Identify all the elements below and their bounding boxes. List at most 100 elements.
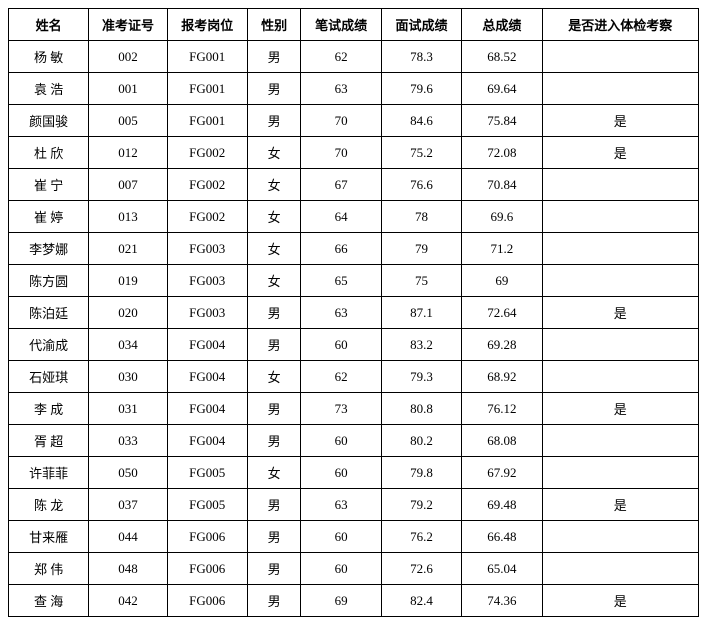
table-row: 查 海042FG006男6982.474.36是	[9, 585, 699, 617]
cell-total: 69.64	[462, 73, 542, 105]
table-row: 袁 浩001FG001男6379.669.64	[9, 73, 699, 105]
cell-pass	[542, 521, 698, 553]
cell-interview: 79.8	[381, 457, 461, 489]
table-row: 崔 婷013FG002女647869.6	[9, 201, 699, 233]
header-exam-id: 准考证号	[89, 9, 167, 41]
cell-gender: 女	[247, 361, 301, 393]
cell-position: FG004	[167, 329, 247, 361]
cell-written: 66	[301, 233, 381, 265]
table-row: 陈泊廷020FG003男6387.172.64是	[9, 297, 699, 329]
cell-pass	[542, 457, 698, 489]
cell-written: 73	[301, 393, 381, 425]
header-pass: 是否进入体检考察	[542, 9, 698, 41]
cell-name: 李 成	[9, 393, 89, 425]
cell-interview: 79.3	[381, 361, 461, 393]
cell-position: FG002	[167, 137, 247, 169]
cell-name: 杨 敏	[9, 41, 89, 73]
cell-name: 胥 超	[9, 425, 89, 457]
cell-exam_id: 037	[89, 489, 167, 521]
cell-written: 60	[301, 329, 381, 361]
cell-written: 63	[301, 73, 381, 105]
cell-written: 62	[301, 361, 381, 393]
cell-interview: 76.6	[381, 169, 461, 201]
header-position: 报考岗位	[167, 9, 247, 41]
table-row: 颜国骏005FG001男7084.675.84是	[9, 105, 699, 137]
cell-interview: 82.4	[381, 585, 461, 617]
cell-exam_id: 031	[89, 393, 167, 425]
cell-total: 69	[462, 265, 542, 297]
cell-interview: 80.8	[381, 393, 461, 425]
cell-gender: 男	[247, 73, 301, 105]
cell-name: 甘来雁	[9, 521, 89, 553]
cell-exam_id: 030	[89, 361, 167, 393]
cell-position: FG004	[167, 425, 247, 457]
cell-total: 72.08	[462, 137, 542, 169]
cell-gender: 女	[247, 233, 301, 265]
cell-gender: 男	[247, 41, 301, 73]
cell-exam_id: 020	[89, 297, 167, 329]
cell-total: 76.12	[462, 393, 542, 425]
cell-interview: 78.3	[381, 41, 461, 73]
cell-name: 陈方圆	[9, 265, 89, 297]
cell-name: 石娅琪	[9, 361, 89, 393]
cell-written: 67	[301, 169, 381, 201]
cell-total: 67.92	[462, 457, 542, 489]
cell-pass	[542, 73, 698, 105]
cell-name: 陈泊廷	[9, 297, 89, 329]
cell-total: 69.28	[462, 329, 542, 361]
cell-name: 崔 婷	[9, 201, 89, 233]
header-interview: 面试成绩	[381, 9, 461, 41]
cell-pass	[542, 233, 698, 265]
cell-position: FG003	[167, 233, 247, 265]
cell-gender: 男	[247, 489, 301, 521]
table-row: 杜 欣012FG002女7075.272.08是	[9, 137, 699, 169]
cell-name: 许菲菲	[9, 457, 89, 489]
table-row: 李梦娜021FG003女667971.2	[9, 233, 699, 265]
cell-written: 63	[301, 489, 381, 521]
cell-total: 75.84	[462, 105, 542, 137]
header-gender: 性别	[247, 9, 301, 41]
cell-position: FG005	[167, 457, 247, 489]
cell-gender: 女	[247, 457, 301, 489]
cell-gender: 男	[247, 393, 301, 425]
cell-exam_id: 001	[89, 73, 167, 105]
cell-name: 查 海	[9, 585, 89, 617]
cell-written: 63	[301, 297, 381, 329]
cell-gender: 女	[247, 201, 301, 233]
cell-pass: 是	[542, 297, 698, 329]
cell-position: FG004	[167, 393, 247, 425]
header-total: 总成绩	[462, 9, 542, 41]
cell-gender: 男	[247, 105, 301, 137]
table-row: 许菲菲050FG005女6079.867.92	[9, 457, 699, 489]
cell-written: 60	[301, 457, 381, 489]
cell-exam_id: 005	[89, 105, 167, 137]
cell-pass	[542, 329, 698, 361]
cell-written: 60	[301, 425, 381, 457]
cell-written: 62	[301, 41, 381, 73]
cell-interview: 80.2	[381, 425, 461, 457]
cell-position: FG002	[167, 201, 247, 233]
cell-gender: 男	[247, 425, 301, 457]
cell-exam_id: 021	[89, 233, 167, 265]
cell-written: 70	[301, 105, 381, 137]
cell-interview: 87.1	[381, 297, 461, 329]
cell-total: 74.36	[462, 585, 542, 617]
cell-total: 69.6	[462, 201, 542, 233]
cell-total: 72.64	[462, 297, 542, 329]
cell-name: 杜 欣	[9, 137, 89, 169]
cell-pass: 是	[542, 489, 698, 521]
cell-gender: 男	[247, 521, 301, 553]
cell-total: 68.08	[462, 425, 542, 457]
cell-written: 60	[301, 521, 381, 553]
cell-exam_id: 002	[89, 41, 167, 73]
cell-interview: 78	[381, 201, 461, 233]
cell-pass: 是	[542, 393, 698, 425]
cell-position: FG001	[167, 105, 247, 137]
table-row: 代渝成034FG004男6083.269.28	[9, 329, 699, 361]
header-written: 笔试成绩	[301, 9, 381, 41]
cell-position: FG005	[167, 489, 247, 521]
cell-position: FG002	[167, 169, 247, 201]
cell-position: FG003	[167, 297, 247, 329]
cell-pass: 是	[542, 137, 698, 169]
cell-exam_id: 013	[89, 201, 167, 233]
